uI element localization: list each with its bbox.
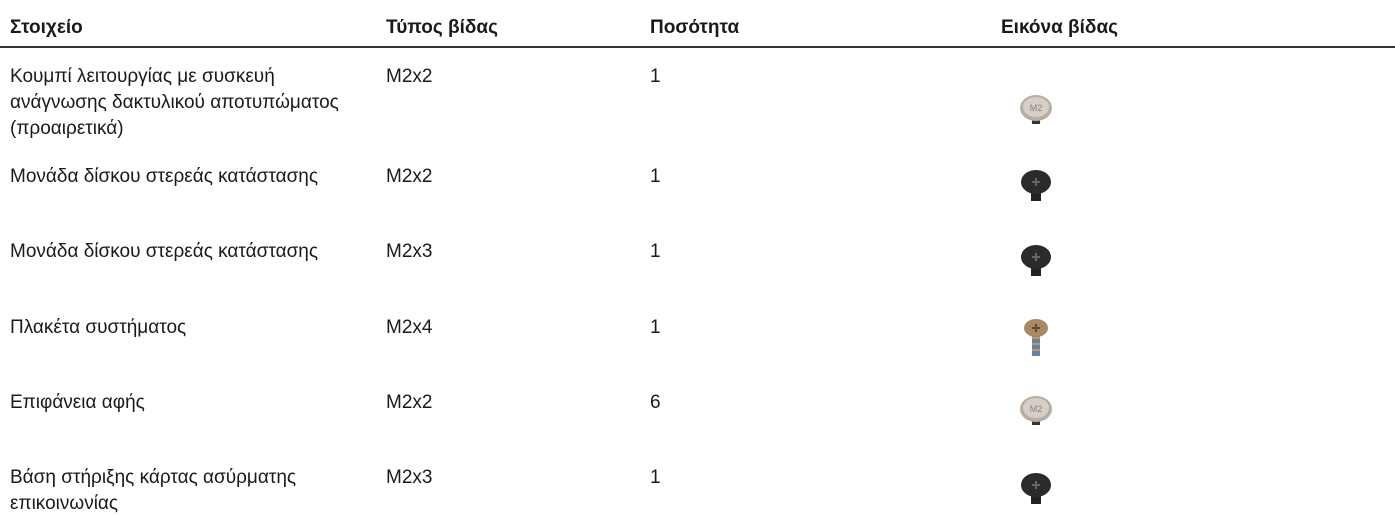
quantity-cell: 1 <box>650 66 661 87</box>
screw-type-cell: M2x3 <box>386 241 433 262</box>
quantity-cell: 6 <box>650 392 661 413</box>
screw-type-cell: M2x2 <box>386 392 433 413</box>
screw-type-cell: M2x4 <box>386 317 433 338</box>
quantity-cell: 1 <box>650 241 661 262</box>
screw-image-black <box>1021 245 1051 276</box>
screw-type-cell: M2x3 <box>386 467 433 488</box>
screw-image-black <box>1021 170 1051 201</box>
screw-image-black <box>1021 473 1051 504</box>
quantity-cell: 1 <box>650 467 661 488</box>
screw-type-cell: M2x2 <box>386 66 433 87</box>
svg-text:M2: M2 <box>1030 404 1043 414</box>
header-rule <box>0 46 1395 48</box>
screw-image-silver: M2 <box>1020 396 1052 425</box>
quantity-cell: 1 <box>650 166 661 187</box>
item-cell: Κουμπί λειτουργίας με συσκευή ανάγνωσης … <box>10 66 339 139</box>
header-cell: Τύπος βίδας <box>386 17 498 38</box>
screw-image-silver: M2 <box>1020 95 1052 124</box>
item-cell: Μονάδα δίσκου στερεάς κατάστασης <box>10 166 319 187</box>
item-cell: Μονάδα δίσκου στερεάς κατάστασης <box>10 241 319 262</box>
item-cell: Πλακέτα συστήματος <box>10 317 187 338</box>
screw-image-gold <box>1024 319 1048 356</box>
quantity-cell: 1 <box>650 317 661 338</box>
svg-text:M2: M2 <box>1030 103 1043 113</box>
item-cell: Βάση στήριξης κάρτας ασύρματης επικοινων… <box>10 467 297 514</box>
header-cell: Ποσότητα <box>650 17 740 38</box>
screw-type-cell: M2x2 <box>386 166 433 187</box>
header-cell: Στοιχείο <box>10 17 83 38</box>
item-cell: Επιφάνεια αφής <box>10 392 145 413</box>
header-cell: Εικόνα βίδας <box>1001 17 1119 38</box>
